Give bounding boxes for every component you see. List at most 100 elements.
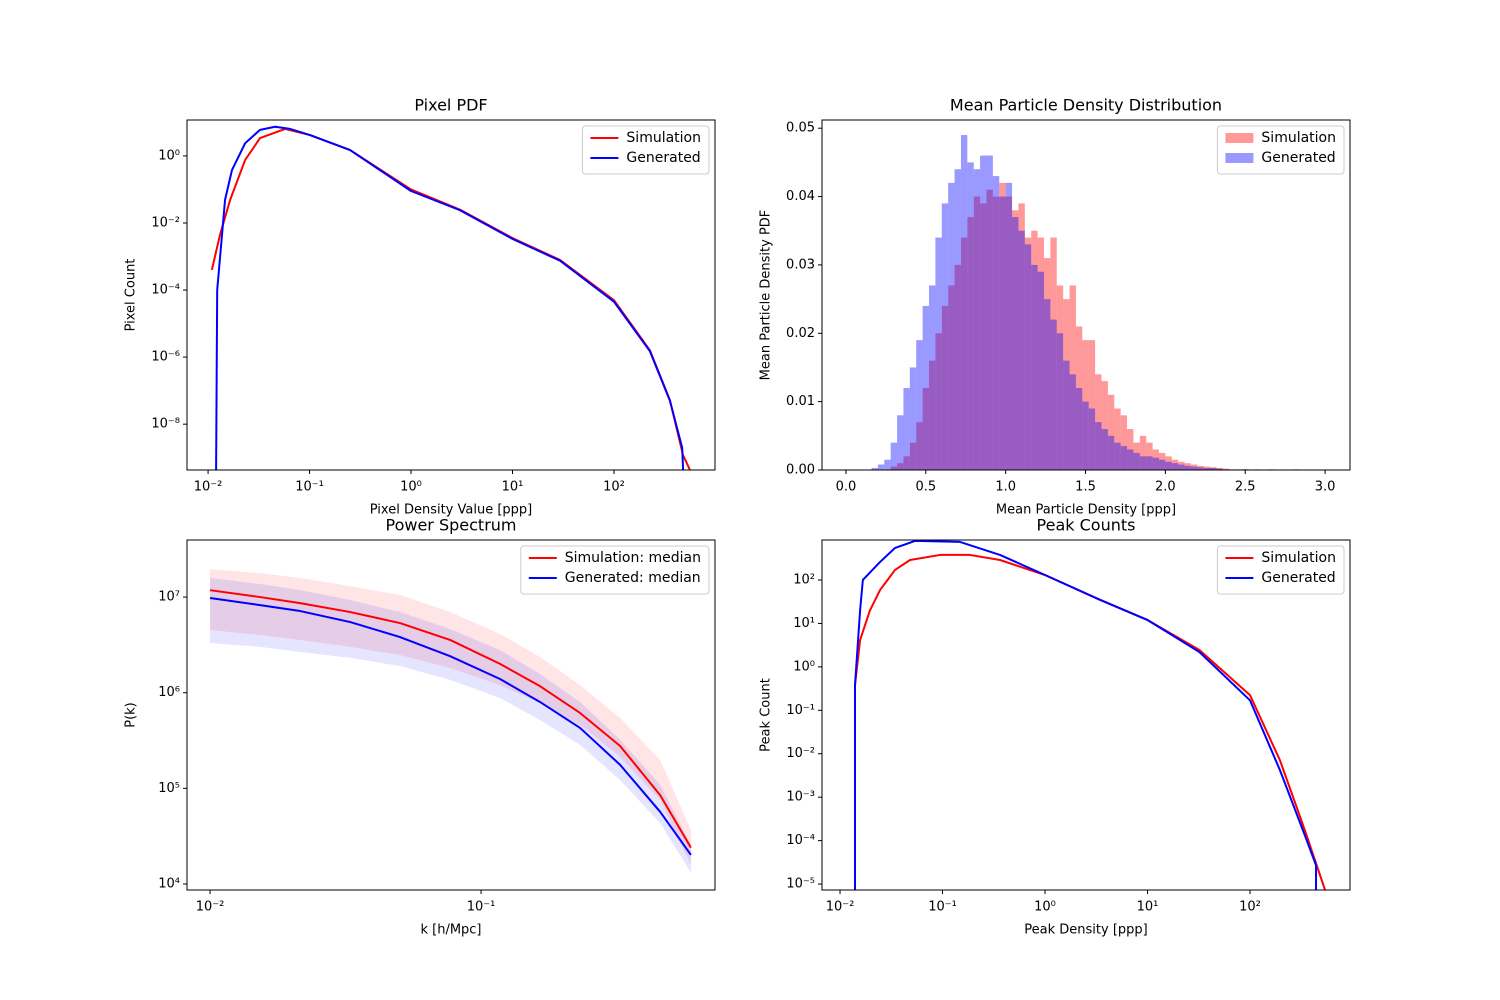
histogram-bar <box>1222 468 1230 470</box>
histogram-bar <box>980 203 987 470</box>
legend-label: Simulation: median <box>565 550 701 566</box>
y-tick-label: 0.04 <box>786 189 815 204</box>
histogram-bar <box>954 264 961 470</box>
y-tick-label: 0.02 <box>786 326 815 341</box>
y-tick-label: 10⁻² <box>151 216 180 231</box>
y-tick-label: 10⁰ <box>793 659 815 674</box>
histogram-bar <box>1114 442 1121 470</box>
x-axis-label: Mean Particle Density [ppp] <box>996 503 1176 518</box>
histogram-bar <box>1216 468 1223 470</box>
histogram-bar <box>1197 465 1204 470</box>
histogram-bar <box>999 196 1006 470</box>
histogram-bar <box>1063 299 1070 470</box>
histogram-bar <box>1024 237 1032 470</box>
histogram-bar <box>903 387 910 470</box>
series-line <box>854 540 1318 890</box>
histogram-bar <box>992 176 1000 470</box>
histogram-bar <box>1171 459 1179 470</box>
legend: Simulation Generated <box>1216 125 1345 175</box>
histogram-bar <box>973 169 981 470</box>
y-tick-label: 10⁰ <box>158 148 180 163</box>
series-line <box>209 597 692 856</box>
x-tick-label: 10² <box>1239 900 1261 915</box>
histogram-bar <box>1082 401 1089 470</box>
y-axis-label: Pixel Count <box>124 259 139 332</box>
histogram-bar <box>1088 408 1096 470</box>
histogram-bar <box>871 467 878 470</box>
histogram-bar <box>1133 452 1140 470</box>
plot-area <box>210 125 691 470</box>
histogram-bar <box>960 237 968 470</box>
histogram-bar <box>1171 463 1179 470</box>
histogram-bar <box>1012 217 1019 470</box>
histogram-bar <box>1050 237 1057 470</box>
histogram-bar <box>1203 466 1211 470</box>
histogram-bar <box>1152 449 1159 470</box>
histogram-bar <box>954 169 961 470</box>
histogram-bar <box>986 155 993 470</box>
histogram-bar <box>1043 299 1051 470</box>
histogram-bar <box>967 217 974 470</box>
x-tick-label: 10⁻¹ <box>295 480 324 495</box>
histogram-bar <box>1210 467 1217 470</box>
x-tick-label: 10⁻¹ <box>467 900 496 915</box>
histogram-bar <box>1152 457 1159 470</box>
histogram-bar <box>935 333 942 470</box>
legend-box <box>1216 125 1345 175</box>
subplot: Peak Counts Peak Density [ppp] Peak Count 1… <box>759 516 1351 938</box>
y-tick-label: 0.01 <box>786 394 815 409</box>
y-tick-label: 10⁻⁵ <box>786 877 815 892</box>
y-tick-label: 10⁻⁴ <box>151 283 180 298</box>
y-tick-label: 10⁴ <box>158 876 180 891</box>
histogram-bar <box>1190 464 1198 470</box>
x-tick-label: 10² <box>603 480 625 495</box>
plot-area <box>854 540 1326 890</box>
histogram-bar <box>929 360 936 470</box>
histogram-bar <box>1210 467 1217 470</box>
histogram-bar <box>1114 408 1121 470</box>
histogram-bar <box>877 464 885 470</box>
histogram-bar <box>1178 464 1185 470</box>
x-tick-label: 10⁰ <box>1034 900 1056 915</box>
legend: Simulation Generated <box>1216 545 1345 595</box>
histogram-bar <box>884 459 891 470</box>
histogram-bar <box>1184 463 1191 470</box>
x-tick-label: 10⁻² <box>196 900 225 915</box>
histogram-bar <box>1133 442 1140 470</box>
axes-frame <box>821 539 1351 891</box>
histogram-bar <box>1037 271 1044 470</box>
legend-label: Generated <box>626 150 700 166</box>
histogram-bar <box>897 415 904 470</box>
plot-area <box>871 135 1300 470</box>
y-axis-label: Peak Count <box>759 678 774 752</box>
subplot-title: Mean Particle Density Distribution <box>950 96 1222 115</box>
histogram-bar <box>1018 203 1025 470</box>
histogram-bar <box>948 285 955 470</box>
legend-label: Generated: median <box>565 570 701 586</box>
histogram-bar <box>992 196 1000 470</box>
histogram-bar <box>1127 449 1134 470</box>
histogram-bar <box>1165 461 1172 470</box>
histogram-bar <box>941 203 949 470</box>
axes-frame <box>186 119 716 471</box>
axes-frame <box>186 539 716 891</box>
histogram-bar <box>1075 326 1083 470</box>
legend-label: Generated <box>1261 150 1335 166</box>
histogram-bar <box>1018 230 1025 470</box>
x-tick-label: 1.0 <box>995 480 1016 495</box>
subplot: Power Spectrum k [h/Mpc] P(k) 10⁻² 10⁻¹ 10⁴ 10… <box>124 516 716 938</box>
histogram-bar <box>922 387 930 470</box>
histogram-bar <box>916 340 923 470</box>
x-tick-label: 10⁻² <box>194 480 223 495</box>
histogram-bar <box>1043 258 1051 470</box>
y-tick-label: 10⁻⁶ <box>151 350 180 365</box>
histogram-bar <box>1184 465 1191 470</box>
histogram-bar <box>1056 333 1064 470</box>
subplot: Mean Particle Density Distribution Mean P… <box>759 96 1351 518</box>
subplot: Pixel PDF Pixel Density Value [ppp] Pixel … <box>124 96 716 518</box>
subplot-title: Pixel PDF <box>414 96 487 115</box>
histogram-bar <box>1139 435 1147 470</box>
histogram-bar <box>986 189 993 470</box>
x-tick-label: 0.5 <box>915 480 936 495</box>
